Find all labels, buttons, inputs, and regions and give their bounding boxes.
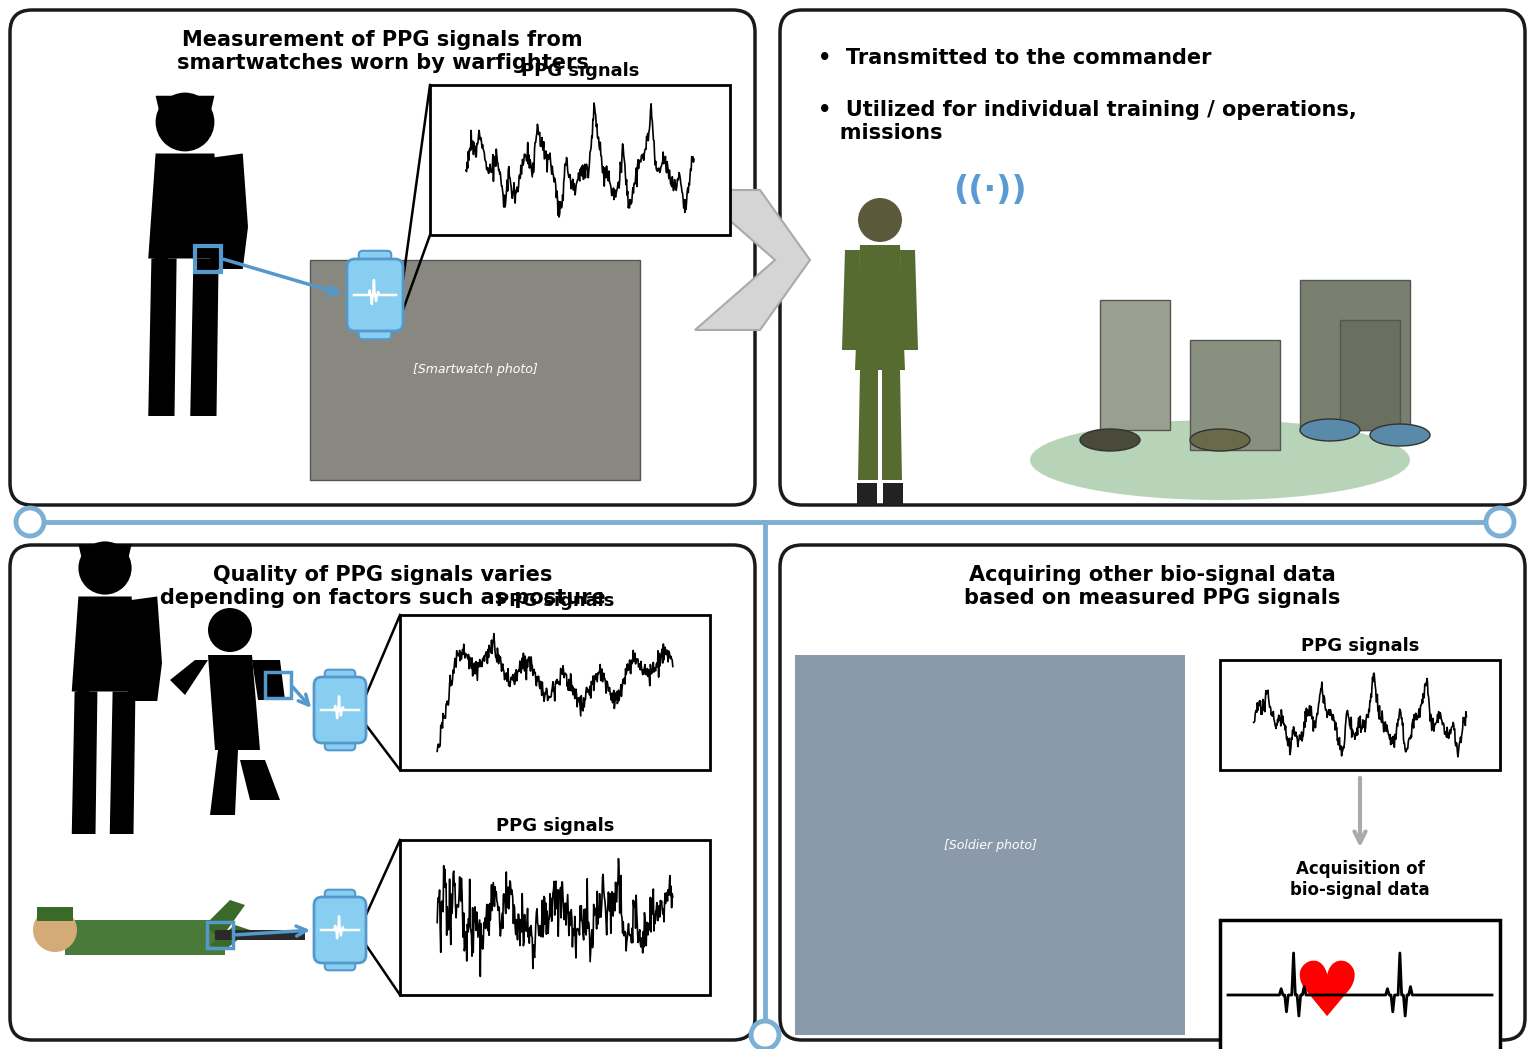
Polygon shape (149, 153, 222, 258)
Circle shape (858, 198, 902, 242)
FancyBboxPatch shape (780, 10, 1524, 505)
Polygon shape (204, 153, 248, 269)
Text: PPG signals: PPG signals (496, 817, 614, 835)
Text: PPG signals: PPG signals (1301, 637, 1419, 655)
FancyBboxPatch shape (358, 251, 391, 265)
Text: [Smartwatch photo]: [Smartwatch photo] (412, 364, 538, 377)
Polygon shape (855, 245, 905, 370)
Polygon shape (110, 691, 135, 834)
FancyBboxPatch shape (11, 545, 755, 1040)
Text: Measurement of PPG signals from
smartwatches worn by warfighters: Measurement of PPG signals from smartwat… (176, 30, 588, 73)
Polygon shape (210, 750, 237, 815)
Bar (1219, 920, 1500, 1049)
Ellipse shape (1080, 429, 1140, 451)
Text: Acquiring other bio-signal data
based on measured PPG signals: Acquiring other bio-signal data based on… (964, 565, 1340, 608)
Polygon shape (210, 925, 250, 950)
Polygon shape (843, 250, 859, 350)
Bar (882, 483, 902, 505)
Polygon shape (208, 655, 260, 750)
Text: Acquisition of
bio-signal data: Acquisition of bio-signal data (1290, 860, 1429, 899)
Circle shape (1486, 508, 1514, 536)
FancyBboxPatch shape (314, 897, 366, 963)
Text: •  Utilized for individual training / operations,
   missions: • Utilized for individual training / ope… (818, 100, 1357, 144)
FancyBboxPatch shape (325, 890, 355, 903)
Polygon shape (241, 759, 280, 800)
Bar (265, 672, 291, 698)
FancyBboxPatch shape (325, 957, 355, 970)
Bar (1340, 320, 1400, 430)
Polygon shape (899, 250, 918, 350)
Polygon shape (170, 660, 208, 695)
Circle shape (15, 508, 44, 536)
Circle shape (751, 1021, 778, 1049)
Polygon shape (149, 258, 176, 416)
Bar (1219, 660, 1500, 770)
Text: ♥: ♥ (1291, 958, 1360, 1032)
Ellipse shape (1190, 429, 1250, 451)
Ellipse shape (1301, 419, 1360, 441)
Polygon shape (78, 544, 132, 557)
Polygon shape (72, 691, 98, 834)
Polygon shape (696, 190, 810, 330)
Polygon shape (72, 597, 138, 691)
Polygon shape (251, 660, 285, 700)
Text: [Soldier photo]: [Soldier photo] (944, 838, 1037, 852)
Ellipse shape (1030, 420, 1409, 500)
Bar (400, 840, 709, 996)
Text: PPG signals: PPG signals (496, 592, 614, 611)
Bar (195, 245, 221, 272)
FancyBboxPatch shape (325, 737, 355, 750)
Polygon shape (205, 900, 245, 940)
Bar (207, 922, 233, 948)
FancyBboxPatch shape (11, 10, 755, 505)
Circle shape (34, 908, 77, 952)
Polygon shape (153, 158, 169, 311)
FancyBboxPatch shape (358, 325, 391, 339)
FancyBboxPatch shape (325, 669, 355, 683)
Circle shape (78, 541, 132, 595)
Bar (856, 483, 876, 505)
Polygon shape (123, 597, 162, 701)
Circle shape (208, 608, 251, 652)
Text: Quality of PPG signals varies
depending on factors such as posture: Quality of PPG signals varies depending … (159, 565, 605, 608)
Bar (795, 655, 1184, 1035)
Bar (1301, 280, 1409, 430)
Bar (1190, 340, 1281, 450)
Bar (430, 85, 731, 235)
Polygon shape (190, 258, 219, 416)
FancyBboxPatch shape (348, 259, 403, 331)
Polygon shape (882, 370, 902, 480)
Text: ((·)): ((·)) (953, 173, 1026, 207)
Polygon shape (37, 907, 74, 921)
Text: •  Transmitted to the commander: • Transmitted to the commander (818, 48, 1212, 68)
Text: PPG signals: PPG signals (521, 62, 639, 80)
Ellipse shape (1370, 424, 1429, 446)
Polygon shape (214, 930, 305, 940)
Polygon shape (77, 601, 90, 738)
FancyBboxPatch shape (314, 677, 366, 743)
Polygon shape (64, 920, 225, 955)
Bar (1100, 300, 1170, 430)
Bar (309, 260, 640, 480)
Polygon shape (858, 370, 878, 480)
Bar (400, 615, 709, 770)
Polygon shape (156, 95, 214, 109)
Circle shape (156, 92, 214, 151)
FancyBboxPatch shape (780, 545, 1524, 1040)
